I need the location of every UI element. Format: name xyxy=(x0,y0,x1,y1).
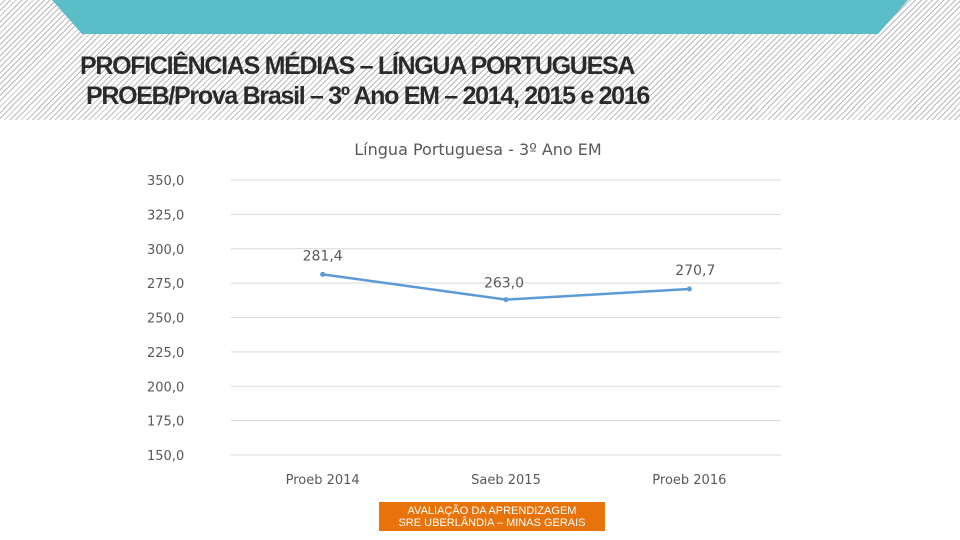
x-tick-label: Saeb 2015 xyxy=(471,473,541,488)
header-banner xyxy=(52,0,908,34)
y-tick-label: 325,0 xyxy=(147,208,184,223)
footer-line-1: AVALIAÇÃO DA APRENDIZAGEM xyxy=(407,504,577,517)
y-tick-label: 300,0 xyxy=(147,243,184,258)
right-hatch-strip xyxy=(0,108,960,120)
y-axis-tick-labels: 150,0 175,0 200,0 225,0 250,0 275,0 300,0 325,0… xyxy=(147,174,184,464)
data-point xyxy=(686,286,692,292)
data-label: 281,4 xyxy=(303,248,343,264)
y-tick-label: 200,0 xyxy=(147,380,184,395)
y-tick-label: 275,0 xyxy=(147,277,184,292)
data-point xyxy=(320,271,326,277)
data-label: 270,7 xyxy=(675,263,715,279)
x-axis-tick-labels: Proeb 2014 Saeb 2015 Proeb 2016 xyxy=(286,473,727,488)
y-tick-label: 225,0 xyxy=(147,346,184,361)
chart-gridlines xyxy=(231,179,781,456)
page-title: PROFICIÊNCIAS MÉDIAS – LÍNGUA PORTUGUESA xyxy=(80,52,635,80)
y-tick-label: 350,0 xyxy=(147,174,184,189)
x-tick-label: Proeb 2014 xyxy=(286,473,360,488)
footer-badge: AVALIAÇÃO DA APRENDIZAGEM SRE UBERLÂNDIA… xyxy=(379,502,605,531)
data-label: 263,0 xyxy=(484,276,524,292)
chart-title: Língua Portuguesa - 3º Ano EM xyxy=(354,140,601,159)
page-subtitle: PROEB/Prova Brasil – 3º Ano EM – 2014, 2… xyxy=(86,82,650,110)
y-tick-label: 250,0 xyxy=(147,312,184,327)
y-tick-label: 150,0 xyxy=(147,449,184,464)
y-tick-label: 175,0 xyxy=(147,415,184,430)
data-point xyxy=(503,297,509,303)
data-labels: 281,4 263,0 270,7 xyxy=(303,248,716,291)
x-tick-label: Proeb 2016 xyxy=(652,473,726,488)
footer-line-2: SRE UBERLÂNDIA – MINAS GERAIS xyxy=(398,516,586,529)
series-proficiency xyxy=(320,271,692,303)
